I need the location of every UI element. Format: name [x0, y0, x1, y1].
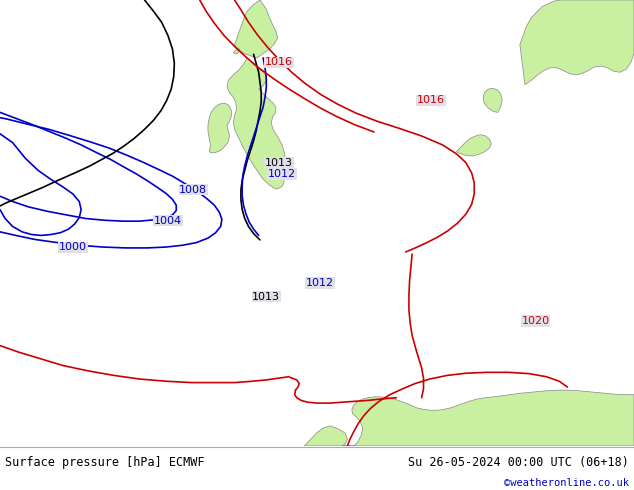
Polygon shape [483, 88, 502, 112]
Text: 1020: 1020 [522, 316, 550, 326]
Text: Surface pressure [hPa] ECMWF: Surface pressure [hPa] ECMWF [5, 456, 205, 469]
Polygon shape [227, 58, 287, 189]
Text: 1016: 1016 [417, 96, 445, 105]
Text: 1016: 1016 [265, 57, 293, 68]
Polygon shape [520, 0, 634, 85]
Text: 1004: 1004 [154, 216, 182, 226]
Polygon shape [233, 48, 240, 54]
Text: ©weatheronline.co.uk: ©weatheronline.co.uk [504, 478, 629, 489]
Text: Su 26-05-2024 00:00 UTC (06+18): Su 26-05-2024 00:00 UTC (06+18) [408, 456, 629, 469]
Text: 1013: 1013 [265, 158, 293, 168]
Text: 1008: 1008 [179, 185, 207, 195]
Polygon shape [304, 390, 634, 446]
Text: 1012: 1012 [306, 278, 334, 288]
Text: 1000: 1000 [59, 243, 87, 252]
Polygon shape [235, 0, 278, 58]
Text: 1013: 1013 [252, 292, 280, 301]
Polygon shape [208, 103, 231, 153]
Text: 1012: 1012 [268, 169, 296, 179]
Polygon shape [456, 135, 491, 156]
